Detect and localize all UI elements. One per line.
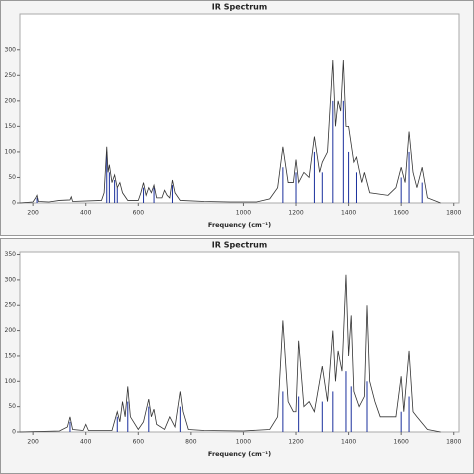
x-tick-label: 400 [80,210,92,217]
y-tick-label: 50 [8,403,16,410]
x-tick-label: 800 [185,439,197,446]
x-tick-label: 200 [27,210,39,217]
x-tick-label: 400 [80,439,92,446]
y-tick-label: 350 [5,251,17,258]
chart-title: IR Spectrum [212,241,267,250]
y-tick-label: 200 [5,327,17,334]
y-tick-label: 150 [5,123,17,130]
x-tick-label: 1400 [341,210,356,217]
spectrum-line [19,274,441,433]
y-tick-label: 0 [12,200,16,207]
y-tick-label: 50 [8,174,16,181]
x-tick-label: 1400 [341,439,356,446]
x-axis-label: Frequency (cm⁻¹) [208,221,271,229]
plot-area [19,251,460,433]
x-axis-label: Frequency (cm⁻¹) [208,450,271,458]
chart-title: IR Spectrum [212,3,267,12]
x-tick-label: 200 [27,439,39,446]
plot-area [19,13,460,204]
y-tick-label: 250 [5,302,17,309]
y-tick-label: 300 [5,276,17,283]
x-tick-label: 1000 [236,210,251,217]
y-tick-label: 0 [12,429,16,436]
y-tick-label: 200 [5,97,17,104]
y-tick-label: 250 [5,72,17,79]
y-tick-label: 150 [5,352,17,359]
y-tick-label: 100 [5,148,17,155]
x-tick-label: 1800 [446,210,461,217]
y-tick-label: 100 [5,378,17,385]
y-tick-label: 300 [5,46,17,53]
x-tick-label: 1600 [394,439,409,446]
x-tick-label: 1000 [236,439,251,446]
x-tick-label: 1800 [446,439,461,446]
x-tick-label: 600 [133,439,145,446]
x-tick-label: 1200 [288,210,303,217]
spectrum-line [19,59,441,204]
x-tick-label: 1200 [288,439,303,446]
x-tick-label: 1600 [394,210,409,217]
x-tick-label: 600 [133,210,145,217]
